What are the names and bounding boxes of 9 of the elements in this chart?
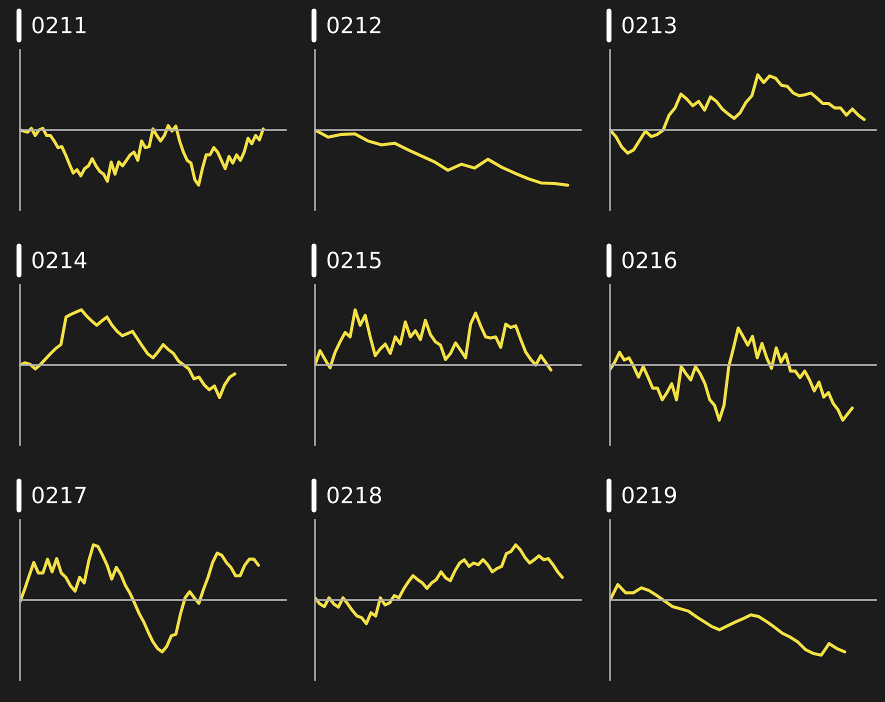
chart-title: 0213 <box>622 16 676 34</box>
chart-title: 0215 <box>327 252 381 268</box>
chart-title: 0218 <box>327 486 382 504</box>
chart-title: 0211 <box>32 16 86 34</box>
chart-title: 0212 <box>327 16 380 34</box>
chart-title: 0216 <box>622 252 676 268</box>
chart-title: 0214 <box>32 252 86 268</box>
chart-title: 0219 <box>622 486 676 504</box>
chart-title: 0217 <box>32 486 86 504</box>
